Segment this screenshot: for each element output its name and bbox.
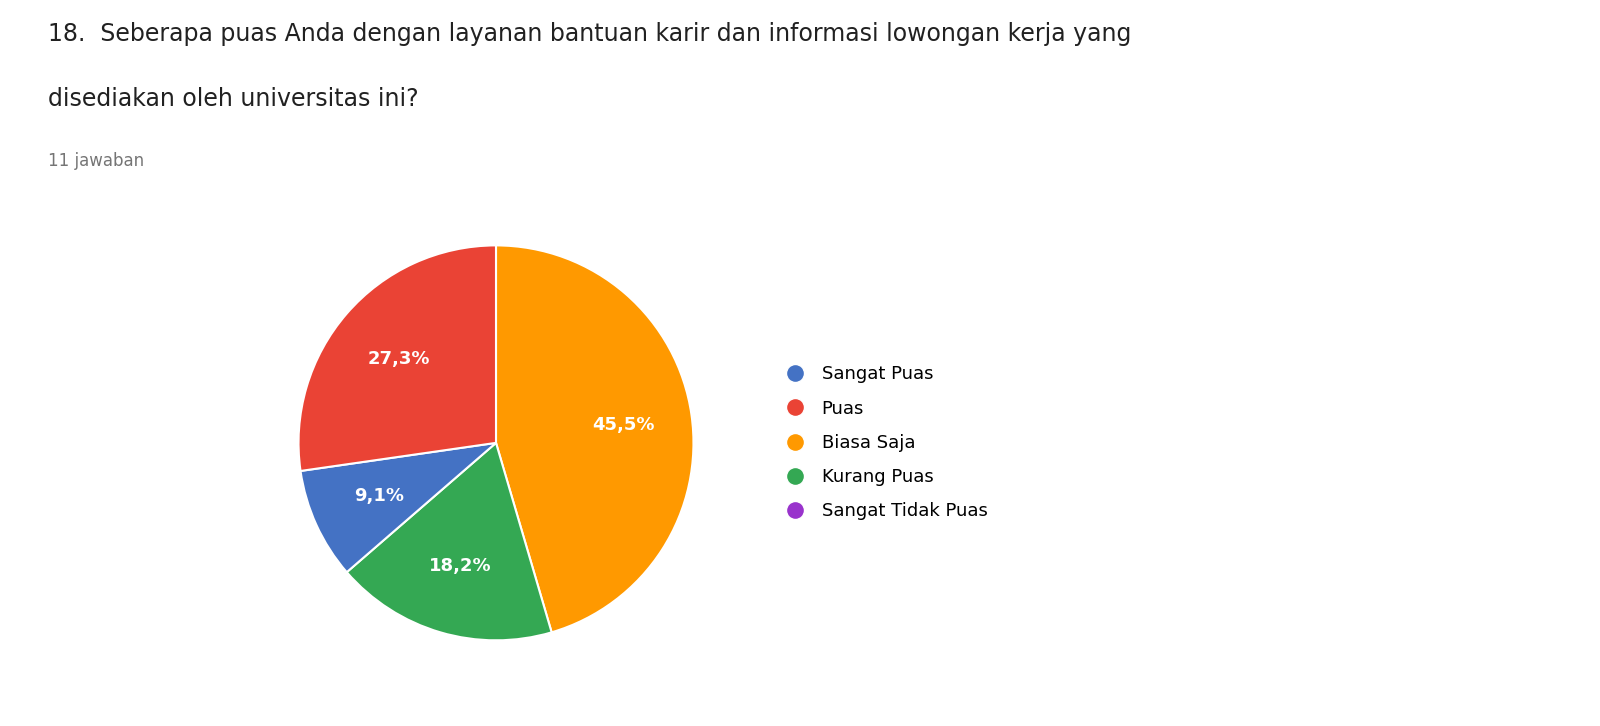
Text: 45,5%: 45,5% [592,415,654,433]
Wedge shape [301,443,496,572]
Wedge shape [299,245,496,471]
Text: 18.  Seberapa puas Anda dengan layanan bantuan karir dan informasi lowongan kerj: 18. Seberapa puas Anda dengan layanan ba… [48,22,1131,46]
Text: 9,1%: 9,1% [354,487,405,505]
Wedge shape [347,443,552,640]
Text: 18,2%: 18,2% [429,557,491,575]
Text: disediakan oleh universitas ini?: disediakan oleh universitas ini? [48,87,419,111]
Legend: Sangat Puas, Puas, Biasa Saja, Kurang Puas, Sangat Tidak Puas: Sangat Puas, Puas, Biasa Saja, Kurang Pu… [776,365,987,521]
Text: 11 jawaban: 11 jawaban [48,152,144,171]
Text: 27,3%: 27,3% [368,350,430,368]
Wedge shape [496,245,693,632]
